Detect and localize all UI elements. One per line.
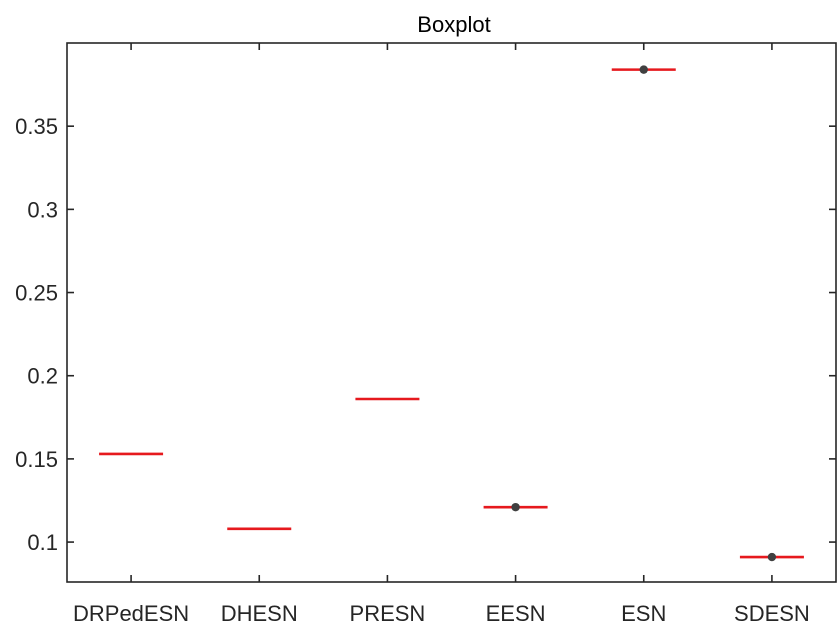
y-tick-label: 0.15 [15,447,58,472]
x-axis: DRPedESN DHESN PRESN EESN ESN SDESN [73,43,810,626]
plot-frame [66,42,837,583]
y-tick-label: 0.1 [27,530,58,555]
x-tick-label-esn: ESN [621,601,666,626]
y-tick-label: 0.25 [15,281,58,306]
outlier-point-sdesn [767,552,777,562]
outlier-point-eesn [511,502,520,512]
median-lines [99,68,804,559]
y-tick-label: 0.3 [27,197,58,222]
outlier-points [511,65,777,562]
x-tick-label-presn: PRESN [350,601,426,626]
chart-title: Boxplot [417,12,490,37]
y-axis: 0.1 0.15 0.2 0.25 0.3 0.35 [15,114,836,555]
y-tick-label: 0.2 [27,364,58,389]
x-tick-label-dhesn: DHESN [221,601,298,626]
outlier-point-esn [639,65,648,74]
x-tick-label-eesn: EESN [486,601,546,626]
plot-border [66,42,837,583]
x-tick-label-sdesn: SDESN [734,601,810,626]
x-tick-label-drpedesn: DRPedESN [73,601,189,626]
y-tick-label: 0.35 [15,114,58,139]
